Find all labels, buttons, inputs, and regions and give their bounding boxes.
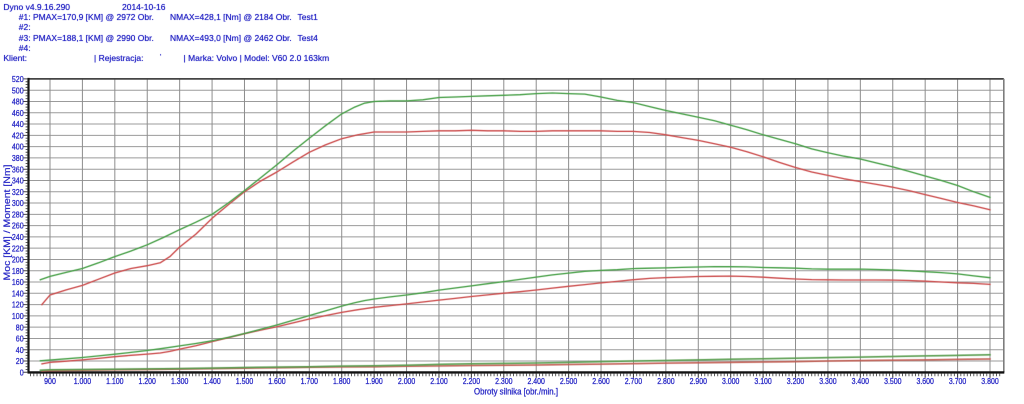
svg-text:380: 380 xyxy=(12,153,24,163)
svg-text:360: 360 xyxy=(12,164,24,174)
svg-text:1.300: 1.300 xyxy=(171,376,189,386)
svg-text:1.700: 1.700 xyxy=(301,376,319,386)
svg-text:3.100: 3.100 xyxy=(754,376,772,386)
svg-text:2.800: 2.800 xyxy=(657,376,675,386)
svg-text:160: 160 xyxy=(12,277,24,287)
svg-text:Obroty silnika [obr./min.]: Obroty silnika [obr./min.] xyxy=(474,387,558,397)
svg-text:2.100: 2.100 xyxy=(430,376,448,386)
svg-text:80: 80 xyxy=(16,322,24,332)
svg-text:2.500: 2.500 xyxy=(560,376,578,386)
svg-text:3.200: 3.200 xyxy=(787,376,805,386)
svg-text:220: 220 xyxy=(12,243,24,253)
svg-text:3.700: 3.700 xyxy=(949,376,967,386)
svg-text:2.900: 2.900 xyxy=(690,376,708,386)
svg-text:440: 440 xyxy=(12,119,24,129)
svg-text:3.400: 3.400 xyxy=(852,376,870,386)
svg-text:1.600: 1.600 xyxy=(268,376,286,386)
svg-text:320: 320 xyxy=(12,187,24,197)
svg-text:2.200: 2.200 xyxy=(463,376,481,386)
svg-text:520: 520 xyxy=(12,74,24,84)
svg-text:240: 240 xyxy=(12,232,24,242)
svg-text:260: 260 xyxy=(12,221,24,231)
svg-text:1.800: 1.800 xyxy=(333,376,351,386)
svg-text:180: 180 xyxy=(12,266,24,276)
svg-text:0: 0 xyxy=(20,367,24,377)
svg-text:3.300: 3.300 xyxy=(819,376,837,386)
svg-text:280: 280 xyxy=(12,209,24,219)
svg-text:400: 400 xyxy=(12,142,24,152)
svg-text:2.000: 2.000 xyxy=(398,376,416,386)
svg-text:500: 500 xyxy=(12,85,24,95)
svg-text:300: 300 xyxy=(12,198,24,208)
svg-text:1.400: 1.400 xyxy=(203,376,221,386)
svg-text:60: 60 xyxy=(16,334,24,344)
svg-text:1.200: 1.200 xyxy=(139,376,157,386)
svg-text:3.000: 3.000 xyxy=(722,376,740,386)
svg-text:2.700: 2.700 xyxy=(625,376,643,386)
svg-text:2.600: 2.600 xyxy=(592,376,610,386)
svg-text:340: 340 xyxy=(12,176,24,186)
svg-text:1.900: 1.900 xyxy=(365,376,383,386)
svg-text:100: 100 xyxy=(12,311,24,321)
svg-text:2.400: 2.400 xyxy=(528,376,546,386)
svg-text:20: 20 xyxy=(16,356,24,366)
svg-text:480: 480 xyxy=(12,97,24,107)
svg-text:2.300: 2.300 xyxy=(495,376,513,386)
svg-text:Moc [KM] / Moment [Nm]: Moc [KM] / Moment [Nm] xyxy=(2,165,12,281)
svg-text:1.100: 1.100 xyxy=(106,376,124,386)
svg-text:120: 120 xyxy=(12,300,24,310)
svg-text:460: 460 xyxy=(12,108,24,118)
svg-text:3.800: 3.800 xyxy=(981,376,999,386)
svg-text:420: 420 xyxy=(12,130,24,140)
svg-text:900: 900 xyxy=(44,376,56,386)
svg-text:3.500: 3.500 xyxy=(884,376,902,386)
svg-text:140: 140 xyxy=(12,288,24,298)
svg-text:1.500: 1.500 xyxy=(236,376,254,386)
svg-text:1.000: 1.000 xyxy=(74,376,92,386)
svg-text:40: 40 xyxy=(16,345,24,355)
svg-text:200: 200 xyxy=(12,255,24,265)
svg-text:3.600: 3.600 xyxy=(917,376,935,386)
